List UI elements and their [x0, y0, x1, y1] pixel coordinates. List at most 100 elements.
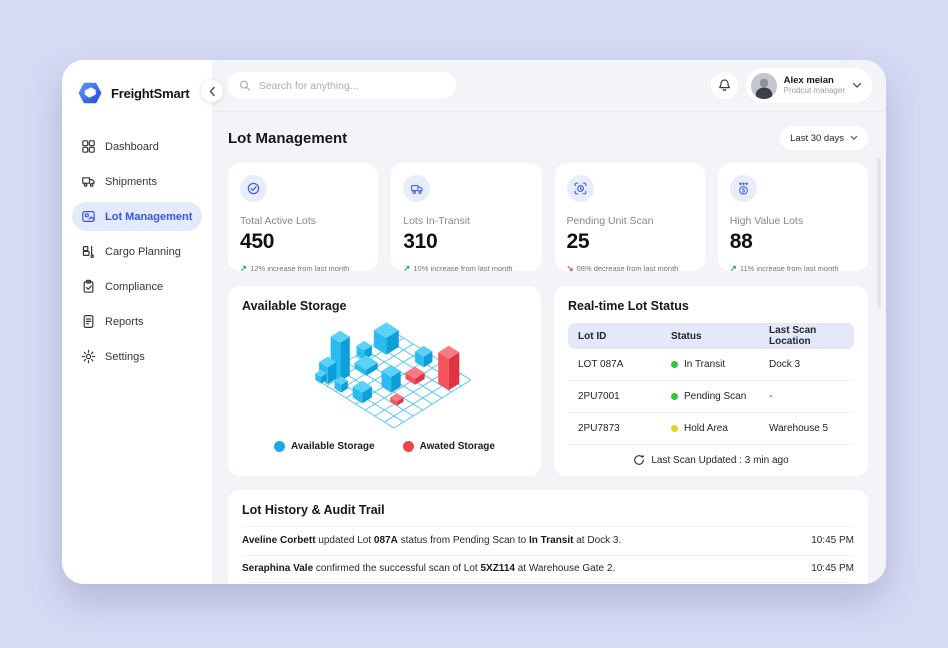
lot-id-cell: LOT 087A: [578, 359, 624, 370]
stat-card-lots-in-transit[interactable]: Lots In-Transit 310 ↗ 10% increase from …: [391, 163, 542, 274]
trend-text: 12% increase from last month: [250, 264, 350, 273]
table-row[interactable]: 2PU7873 Hold Area Warehouse 5: [568, 413, 854, 445]
search-bar[interactable]: [228, 72, 456, 99]
stat-value: 88: [729, 230, 753, 253]
search-icon: [239, 80, 250, 91]
lot-id-cell: 2PU7873: [578, 423, 620, 434]
col-location: Last Scan Location: [769, 325, 817, 347]
sidebar-item-shipments[interactable]: Shipments: [72, 167, 202, 196]
audit-time: 10:45 PM: [811, 535, 854, 547]
status-dot: [671, 425, 678, 432]
sidebar-item-label: Reports: [105, 315, 144, 328]
legend-label: Awated Storage: [419, 441, 495, 452]
topbar: Alex meian Prodcut manager: [212, 60, 886, 112]
stat-card-total-active-lots[interactable]: Total Active Lots 450 ↗ 12% increase fro…: [228, 163, 379, 274]
audit-time: 10:45 PM: [811, 563, 854, 575]
topbar-right: Alex meian Prodcut manager: [710, 68, 872, 103]
search-input[interactable]: [258, 79, 445, 92]
location-cell: Dock 3: [769, 359, 801, 370]
table-header: Lot ID Status Last Scan Location: [568, 323, 854, 349]
sidebar-item-label: Settings: [105, 350, 145, 363]
sidebar-item-compliance[interactable]: Compliance: [72, 272, 202, 301]
col-lot-id: Lot ID: [578, 330, 607, 342]
scrollbar[interactable]: [877, 158, 881, 308]
sidebar-item-label: Shipments: [105, 175, 157, 188]
avatar: [750, 72, 777, 99]
last-scan-updated[interactable]: Last Scan Updated : 3 min ago: [568, 445, 854, 475]
stat-trend: ↗ 10% increase from last month: [403, 263, 529, 274]
clipboard-check-icon: [83, 279, 94, 293]
refresh-icon: [634, 455, 645, 465]
date-range-filter[interactable]: Last 30 days: [780, 126, 868, 150]
panel-title: Real-time Lot Status: [568, 299, 689, 313]
stat-trend: ↗ 12% increase from last month: [240, 263, 366, 274]
table-row[interactable]: LOT 087A In Transit Dock 3: [568, 349, 854, 381]
notifications-button[interactable]: [710, 72, 738, 99]
panel-title: Available Storage: [242, 299, 347, 313]
stat-value: 25: [566, 230, 590, 253]
page-title: Lot Management: [228, 129, 348, 147]
page-content: Lot Management Last 30 days Total: [212, 112, 886, 584]
trend-arrow-icon: ↗: [403, 263, 411, 273]
audit-text: Seraphina Vale confirmed the successful …: [242, 563, 616, 575]
trend-text: 11% increase from last month: [739, 264, 839, 273]
stat-card-high-value-lots[interactable]: $ High Value Lots 88 ↗ 11% increase from…: [717, 163, 868, 273]
audit-entry[interactable]: Seraphina Vale confirmed the successful …: [242, 554, 854, 583]
chevron-left-icon: [209, 86, 215, 96]
status-cell: In Transit: [671, 359, 769, 370]
location-cell: Warehouse 5: [769, 423, 829, 434]
sidebar-item-label: Cargo Planning: [105, 245, 181, 258]
bell-icon: [718, 79, 730, 91]
trend-text: 10% increase from last month: [413, 264, 513, 273]
cargo-dolly-icon: [82, 245, 94, 259]
stat-card-pending-unit-scan[interactable]: Pending Unit Scan 25 ↘ 08% decrease from…: [554, 163, 705, 274]
sidebar-item-reports[interactable]: Reports: [72, 307, 202, 336]
app-window: FreightSmart Dashboard Shipments: [62, 60, 886, 584]
stat-trend: ↘ 08% decrease from last month: [567, 263, 693, 274]
sidebar-collapse-button[interactable]: [201, 80, 223, 102]
user-name: Alex meian: [783, 74, 834, 86]
brand-name: FreightSmart: [111, 85, 190, 101]
dashboard-grid-icon: [82, 140, 95, 153]
legend-item-available: Available Storage: [274, 441, 375, 452]
stat-value: 450: [240, 230, 275, 253]
sidebar-item-lot-management[interactable]: Lot Management: [72, 202, 202, 231]
trend-text: 08% decrease from last month: [576, 264, 679, 273]
chevron-down-icon: [850, 135, 858, 140]
sidebar-item-dashboard[interactable]: Dashboard: [72, 132, 202, 161]
realtime-lot-status-panel: Real-time Lot Status Lot ID Status Last …: [554, 286, 868, 476]
truck-icon: [403, 175, 431, 202]
location-cell: -: [769, 391, 773, 402]
freightsmart-logo-icon: [78, 82, 102, 104]
trend-arrow-icon: ↘: [566, 263, 574, 273]
audit-entry[interactable]: Aveline Corbett updated Lot 087A status …: [242, 526, 854, 555]
sidebar: FreightSmart Dashboard Shipments: [62, 60, 212, 584]
user-role: Prodcut manager: [783, 86, 845, 96]
storage-isometric-chart: [242, 313, 527, 439]
trend-arrow-icon: ↗: [729, 263, 737, 273]
status-text: In Transit: [684, 359, 726, 370]
svg-text:$: $: [742, 188, 746, 194]
stat-label: Pending Unit Scan: [566, 215, 654, 227]
dollar-coin-icon: $: [729, 175, 757, 202]
gear-icon: [81, 349, 96, 364]
last-scan-text: Last Scan Updated : 3 min ago: [651, 454, 789, 466]
lot-history-audit-panel: Lot History & Audit Trail Aveline Corbet…: [228, 490, 868, 584]
stat-label: Total Active Lots: [240, 215, 316, 227]
sidebar-item-cargo-planning[interactable]: Cargo Planning: [72, 237, 202, 266]
audit-text: Aveline Corbett updated Lot 087A status …: [242, 535, 622, 547]
table-row[interactable]: 2PU7001 Pending Scan -: [568, 381, 854, 413]
col-status: Status: [671, 330, 702, 342]
scan-clock-icon: [566, 175, 594, 202]
truck-icon: [82, 177, 95, 187]
status-dot: [671, 361, 678, 368]
available-storage-panel: Available Storage Available Storage Awat…: [228, 286, 541, 476]
sidebar-item-label: Lot Management: [105, 210, 193, 223]
legend-item-awaited: Awated Storage: [402, 441, 495, 452]
sidebar-item-settings[interactable]: Settings: [72, 342, 202, 371]
user-menu[interactable]: Alex meian Prodcut manager: [745, 68, 872, 103]
main-area: Alex meian Prodcut manager Lot Managemen…: [212, 60, 886, 584]
report-document-icon: [83, 315, 94, 329]
sidebar-nav: Dashboard Shipments Lot Management: [62, 116, 212, 387]
lot-id-cell: 2PU7001: [578, 391, 620, 402]
